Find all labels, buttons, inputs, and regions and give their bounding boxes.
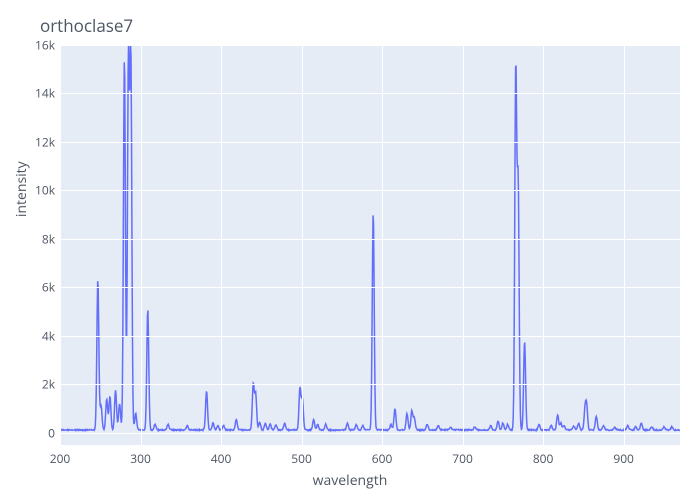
x-tick-label: 700 [452, 450, 473, 467]
grid-line-h [60, 142, 680, 143]
grid-line-v [463, 45, 464, 445]
y-tick-label: 16k [15, 37, 55, 54]
grid-line-h [60, 336, 680, 337]
chart-title: orthoclase7 [40, 14, 133, 37]
y-tick-label: 10k [15, 182, 55, 199]
grid-line-h [60, 239, 680, 240]
grid-line-v [60, 45, 61, 445]
grid-line-v [302, 45, 303, 445]
grid-line-h [60, 433, 680, 434]
grid-line-h [60, 190, 680, 191]
grid-line-h [60, 287, 680, 288]
grid-line-v [382, 45, 383, 445]
x-axis-label: wavelength [313, 471, 388, 490]
grid-line-h [60, 45, 680, 46]
grid-line-v [221, 45, 222, 445]
y-tick-label: 8k [15, 230, 55, 247]
grid-line-v [141, 45, 142, 445]
y-tick-label: 0 [15, 424, 55, 441]
y-tick-label: 4k [15, 327, 55, 344]
y-tick-label: 14k [15, 85, 55, 102]
grid-line-v [543, 45, 544, 445]
x-tick-label: 400 [211, 450, 232, 467]
grid-line-v [624, 45, 625, 445]
x-tick-label: 600 [372, 450, 393, 467]
grid-line-h [60, 93, 680, 94]
plot-area[interactable] [60, 45, 680, 445]
y-tick-label: 6k [15, 279, 55, 296]
y-tick-label: 2k [15, 376, 55, 393]
x-tick-label: 900 [613, 450, 634, 467]
x-tick-label: 300 [130, 450, 151, 467]
x-tick-label: 200 [50, 450, 71, 467]
grid-line-h [60, 384, 680, 385]
y-tick-label: 12k [15, 133, 55, 150]
x-tick-label: 800 [533, 450, 554, 467]
x-tick-label: 500 [291, 450, 312, 467]
